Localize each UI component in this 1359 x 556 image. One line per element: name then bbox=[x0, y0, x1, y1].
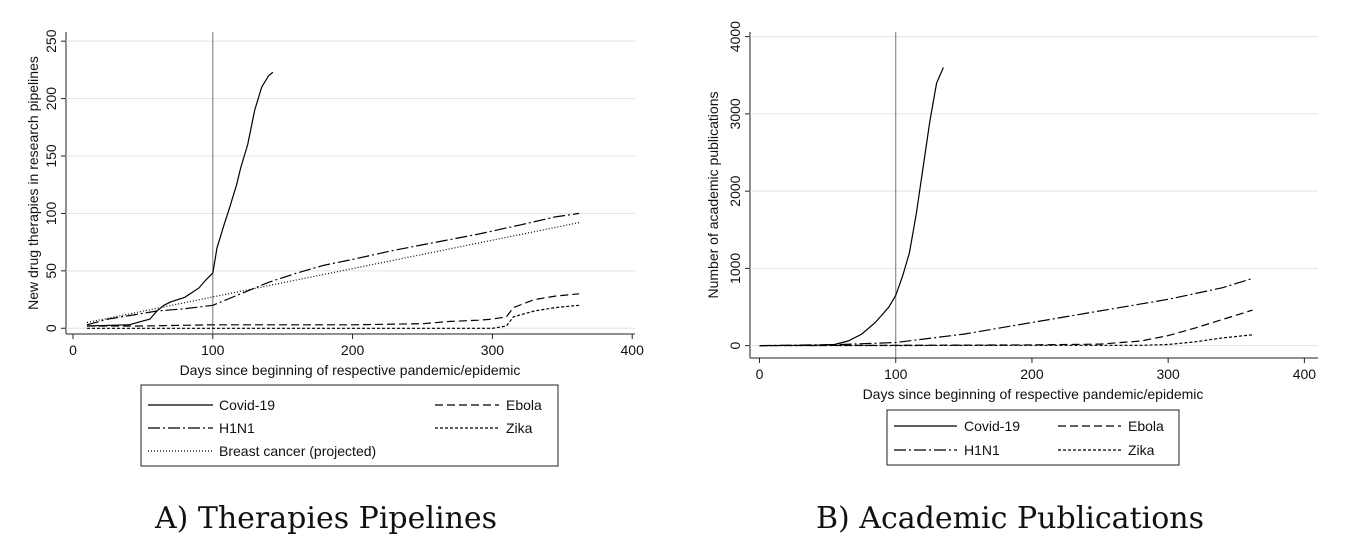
x-tick-label: 300 bbox=[1156, 366, 1180, 382]
x-tick-label: 100 bbox=[201, 342, 225, 358]
y-tick-label: 100 bbox=[43, 202, 59, 226]
legend-label-zika: Zika bbox=[506, 420, 533, 436]
gridlines bbox=[750, 36, 1318, 347]
legend: Covid-19 H1N1 Breast cancer (projected) … bbox=[140, 384, 559, 467]
x-tick-label: 200 bbox=[1020, 366, 1044, 382]
legend-label-zika: Zika bbox=[1128, 442, 1155, 458]
y-tick-label: 0 bbox=[43, 324, 59, 332]
x-tick-label: 400 bbox=[621, 342, 645, 358]
y-axis-label: Number of academic publications bbox=[705, 92, 721, 299]
series-line-covid-19 bbox=[759, 67, 944, 347]
y-tick-label: 4000 bbox=[727, 21, 743, 52]
series-line-covid-19 bbox=[86, 71, 274, 327]
legend-box bbox=[886, 409, 1180, 466]
panel-caption: B) Academic Publications bbox=[816, 501, 1204, 536]
series-group bbox=[86, 71, 580, 329]
x-tick-label: 400 bbox=[1293, 366, 1317, 382]
x-tick-label: 300 bbox=[481, 342, 505, 358]
series-line-breast-cancer-projected bbox=[86, 222, 580, 324]
series-group bbox=[759, 67, 1253, 347]
series-line-ebola bbox=[87, 293, 580, 327]
y-axis-label: New drug therapies in research pipelines bbox=[25, 56, 41, 310]
legend: Covid-19 H1N1 Ebola Zika bbox=[886, 409, 1180, 466]
y-tick-label: 0 bbox=[727, 342, 743, 350]
legend-label-breast: Breast cancer (projected) bbox=[219, 443, 376, 459]
series-line-h1n1 bbox=[759, 277, 1253, 347]
x-axis-label: Days since beginning of respective pande… bbox=[180, 362, 521, 378]
y-ticks: 0 1000 2000 3000 4000 bbox=[727, 21, 750, 350]
legend-label-ebola: Ebola bbox=[1128, 418, 1164, 434]
series-line-zika bbox=[87, 304, 580, 329]
y-tick-label: 250 bbox=[43, 29, 59, 53]
legend-label-ebola: Ebola bbox=[506, 397, 542, 413]
y-tick-label: 3000 bbox=[727, 98, 743, 129]
panel-caption: A) Therapies Pipelines bbox=[154, 501, 497, 536]
panel-publications: 0 1000 2000 3000 4000 0 100 200 300 400 Number o… bbox=[705, 21, 1318, 536]
series-line-zika bbox=[759, 334, 1253, 347]
series-line-ebola bbox=[759, 309, 1253, 347]
y-tick-label: 1000 bbox=[727, 253, 743, 284]
x-tick-label: 0 bbox=[756, 366, 764, 382]
x-tick-label: 200 bbox=[341, 342, 365, 358]
legend-label-covid: Covid-19 bbox=[219, 397, 275, 413]
panel-therapies: 0 50 100 150 200 250 0 100 200 300 400 New drug t… bbox=[25, 29, 644, 536]
series-line-h1n1 bbox=[86, 212, 580, 326]
x-ticks: 0 100 200 300 400 bbox=[69, 334, 644, 358]
y-tick-label: 200 bbox=[43, 87, 59, 111]
x-tick-label: 0 bbox=[69, 342, 77, 358]
x-axis-label: Days since beginning of respective pande… bbox=[863, 386, 1204, 402]
legend-label-h1n1: H1N1 bbox=[964, 442, 1000, 458]
legend-label-covid: Covid-19 bbox=[964, 418, 1020, 434]
legend-box bbox=[140, 384, 559, 467]
x-tick-label: 100 bbox=[884, 366, 908, 382]
y-tick-label: 150 bbox=[43, 144, 59, 168]
x-ticks: 0 100 200 300 400 bbox=[756, 358, 1317, 382]
legend-label-h1n1: H1N1 bbox=[219, 420, 255, 436]
gridlines bbox=[66, 40, 635, 329]
y-tick-label: 2000 bbox=[727, 175, 743, 206]
y-ticks: 0 50 100 150 200 250 bbox=[43, 29, 66, 332]
y-tick-label: 50 bbox=[43, 263, 59, 279]
